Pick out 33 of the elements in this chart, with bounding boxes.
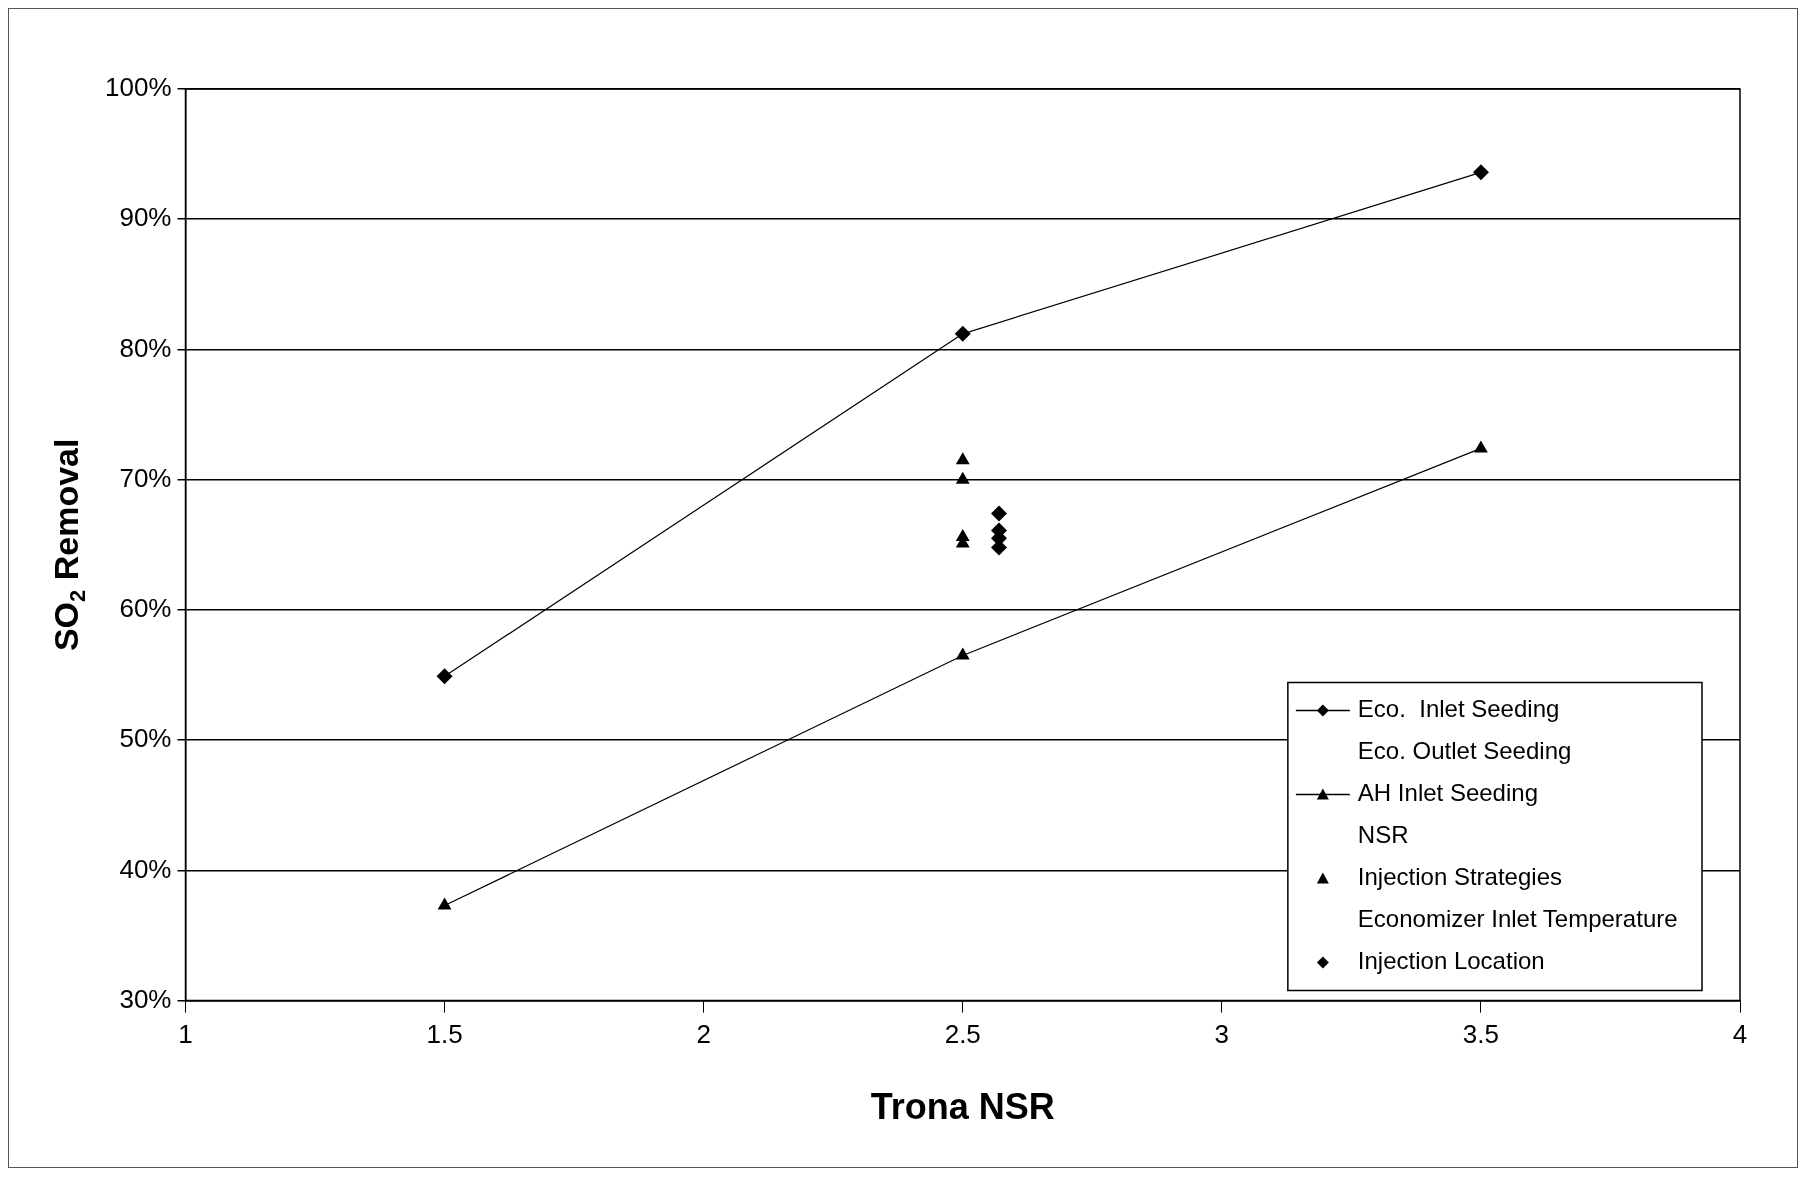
x-axis-title: Trona NSR xyxy=(870,1086,1055,1128)
point xyxy=(436,668,453,685)
x-tick-label: 3.5 xyxy=(1462,1019,1499,1050)
point xyxy=(991,505,1008,522)
point xyxy=(955,471,970,484)
x-tick-label: 2 xyxy=(696,1019,711,1050)
point xyxy=(954,325,971,342)
y-tick-label: 100% xyxy=(105,72,172,103)
y-axis-title: SO2 Removal xyxy=(47,438,91,652)
y-tick-label: 60% xyxy=(119,593,172,624)
point xyxy=(955,647,970,660)
point xyxy=(1473,440,1488,453)
x-tick-label: 1 xyxy=(178,1019,193,1050)
x-tick-label: 4 xyxy=(1732,1019,1748,1050)
text: NSR xyxy=(1357,821,1409,849)
point xyxy=(955,452,970,465)
legend-label: AH Inlet Seeding xyxy=(1357,779,1538,807)
y-tick-label: 30% xyxy=(119,983,172,1014)
text: Economizer Inlet Temperature xyxy=(1357,905,1678,933)
y-tick-label: 70% xyxy=(119,462,172,493)
point xyxy=(1472,164,1489,181)
y-tick-label: 80% xyxy=(119,332,172,363)
legend-label: Injection Strategies xyxy=(1357,863,1562,891)
y-tick-label: 90% xyxy=(119,202,172,233)
y-tick-label: 50% xyxy=(119,723,172,754)
x-tick-label: 1.5 xyxy=(426,1019,463,1050)
point xyxy=(437,897,452,910)
y-tick-label: 40% xyxy=(119,853,172,884)
legend-label: Eco. Inlet Seeding xyxy=(1357,695,1560,723)
x-tick-label: 3 xyxy=(1214,1019,1230,1050)
text: Eco. Outlet Seeding xyxy=(1357,737,1572,765)
legend-label: Injection Location xyxy=(1357,947,1545,975)
x-tick-label: 2.5 xyxy=(944,1019,981,1050)
